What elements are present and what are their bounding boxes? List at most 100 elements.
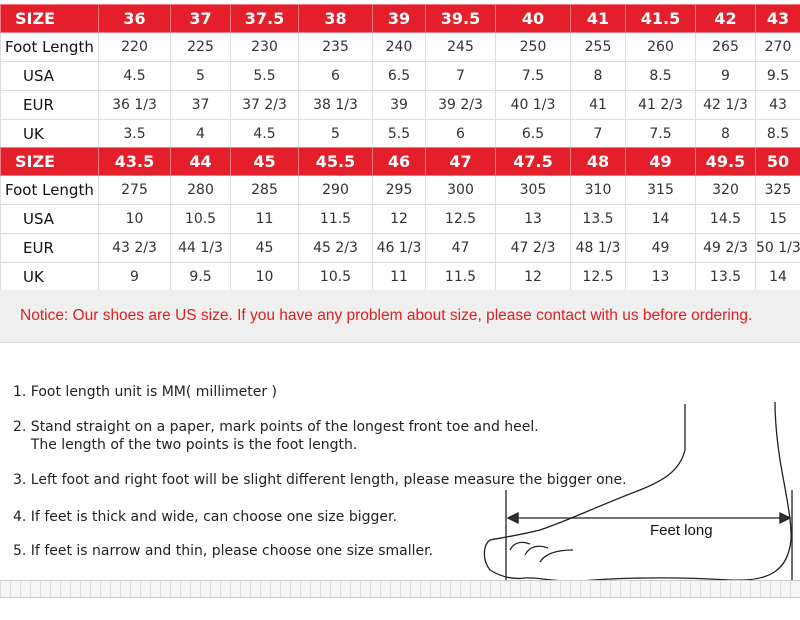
uk-cell: 10 xyxy=(230,262,299,292)
size-cell: 47.5 xyxy=(495,147,571,176)
usa-cell: 8.5 xyxy=(625,61,696,91)
eur-cell: 47 xyxy=(425,233,496,263)
usa-cell: 12.5 xyxy=(425,204,496,234)
size-cell: 41.5 xyxy=(625,4,696,33)
uk-cell: 7.5 xyxy=(625,119,696,149)
usa-cell: 9.5 xyxy=(755,61,800,91)
eur-cell: 39 2/3 xyxy=(425,90,496,120)
foot-length-cell: 305 xyxy=(495,175,571,205)
usa-cell: 4.5 xyxy=(98,61,171,91)
step-5: 5. If feet is narrow and thin, please ch… xyxy=(13,543,434,559)
usa-cell: 7 xyxy=(425,61,496,91)
foot-length-cell: 230 xyxy=(230,32,299,62)
eur-cell: 50 1/3 xyxy=(755,233,800,263)
eur-cell: 48 1/3 xyxy=(570,233,626,263)
uk-cell: 11.5 xyxy=(425,262,496,292)
eur-cell: 39 xyxy=(372,90,426,120)
uk-label: UK xyxy=(0,119,99,149)
usa-label: USA xyxy=(0,61,99,91)
feet-long-label: Feet long xyxy=(650,522,713,539)
size-cell: 45 xyxy=(230,147,299,176)
uk-cell: 9 xyxy=(98,262,171,292)
size-cell: 43.5 xyxy=(98,147,171,176)
size-cell: 37 xyxy=(170,4,231,33)
foot-length-cell: 235 xyxy=(298,32,373,62)
foot-length-cell: 240 xyxy=(372,32,426,62)
eur-cell: 41 2/3 xyxy=(625,90,696,120)
usa-cell: 10 xyxy=(98,204,171,234)
eur-cell: 37 xyxy=(170,90,231,120)
uk-cell: 10.5 xyxy=(298,262,373,292)
size-cell: 36 xyxy=(98,4,171,33)
eur-cell: 47 2/3 xyxy=(495,233,571,263)
foot-length-cell: 310 xyxy=(570,175,626,205)
foot-length-row: Foot Length 275 280 285 290 295 300 305 310 315 32… xyxy=(0,175,800,205)
eur-cell: 43 xyxy=(755,90,800,120)
size-cell: 50 xyxy=(755,147,800,176)
size-cell: 49.5 xyxy=(695,147,756,176)
uk-cell: 13 xyxy=(625,262,696,292)
eur-cell: 46 1/3 xyxy=(372,233,426,263)
usa-row: USA 4.5 5 5.5 6 6.5 7 7.5 8 8.5 9 9.5 xyxy=(0,61,800,91)
uk-cell: 6 xyxy=(425,119,496,149)
uk-label: UK xyxy=(0,262,99,292)
uk-cell: 3.5 xyxy=(98,119,171,149)
eur-cell: 40 1/3 xyxy=(495,90,571,120)
size-cell: 40 xyxy=(495,4,571,33)
usa-cell: 14 xyxy=(625,204,696,234)
size-cell: 41 xyxy=(570,4,626,33)
foot-length-label: Foot Length xyxy=(0,175,99,205)
usa-cell: 6.5 xyxy=(372,61,426,91)
size-table-2: SIZE 43.5 44 45 45.5 46 47 47.5 48 49 49.5 50 Foot L… xyxy=(0,147,800,292)
size-cell: 38 xyxy=(298,4,373,33)
usa-cell: 5 xyxy=(170,61,231,91)
size-cell: 44 xyxy=(170,147,231,176)
eur-cell: 43 2/3 xyxy=(98,233,171,263)
size-header-row: SIZE 36 37 37.5 38 39 39.5 40 41 41.5 42 43 xyxy=(0,4,800,33)
uk-cell: 9.5 xyxy=(170,262,231,292)
foot-length-cell: 250 xyxy=(495,32,571,62)
usa-label: USA xyxy=(0,204,99,234)
eur-cell: 44 1/3 xyxy=(170,233,231,263)
usa-cell: 8 xyxy=(570,61,626,91)
step-2-cont: The length of the two points is the foot… xyxy=(13,437,358,453)
usa-cell: 13 xyxy=(495,204,571,234)
eur-label: EUR xyxy=(0,90,99,120)
foot-length-cell: 315 xyxy=(625,175,696,205)
usa-row: USA 10 10.5 11 11.5 12 12.5 13 13.5 14 14.5 15 xyxy=(0,204,800,234)
size-cell: 39.5 xyxy=(425,4,496,33)
foot-length-cell: 300 xyxy=(425,175,496,205)
foot-length-cell: 225 xyxy=(170,32,231,62)
foot-length-cell: 295 xyxy=(372,175,426,205)
eur-cell: 49 2/3 xyxy=(695,233,756,263)
step-1: 1. Foot length unit is MM( millimeter ) xyxy=(13,384,278,400)
usa-cell: 13.5 xyxy=(570,204,626,234)
notice-banner: Notice: Our shoes are US size. If you ha… xyxy=(0,290,800,343)
usa-cell: 11.5 xyxy=(298,204,373,234)
foot-length-cell: 245 xyxy=(425,32,496,62)
foot-length-cell: 255 xyxy=(570,32,626,62)
uk-cell: 5 xyxy=(298,119,373,149)
foot-outline-icon xyxy=(483,401,792,582)
size-table-1: SIZE 36 37 37.5 38 39 39.5 40 41 41.5 42 43 Foot Len… xyxy=(0,4,800,149)
uk-cell: 7 xyxy=(570,119,626,149)
usa-cell: 12 xyxy=(372,204,426,234)
size-cell: 47 xyxy=(425,147,496,176)
uk-cell: 4 xyxy=(170,119,231,149)
eur-cell: 38 1/3 xyxy=(298,90,373,120)
measure-arrow-icon xyxy=(505,490,793,580)
size-header-row: SIZE 43.5 44 45 45.5 46 47 47.5 48 49 49.5 50 xyxy=(0,147,800,176)
eur-cell: 45 2/3 xyxy=(298,233,373,263)
usa-cell: 5.5 xyxy=(230,61,299,91)
usa-cell: 15 xyxy=(755,204,800,234)
eur-cell: 41 xyxy=(570,90,626,120)
usa-cell: 7.5 xyxy=(495,61,571,91)
eur-cell: 49 xyxy=(625,233,696,263)
size-cell: 42 xyxy=(695,4,756,33)
size-label: SIZE xyxy=(0,147,99,176)
foot-length-row: Foot Length 220 225 230 235 240 245 250 255 260 26… xyxy=(0,32,800,62)
size-cell: 49 xyxy=(625,147,696,176)
step-3: 3. Left foot and right foot will be slig… xyxy=(13,472,627,488)
foot-length-cell: 320 xyxy=(695,175,756,205)
foot-length-cell: 260 xyxy=(625,32,696,62)
